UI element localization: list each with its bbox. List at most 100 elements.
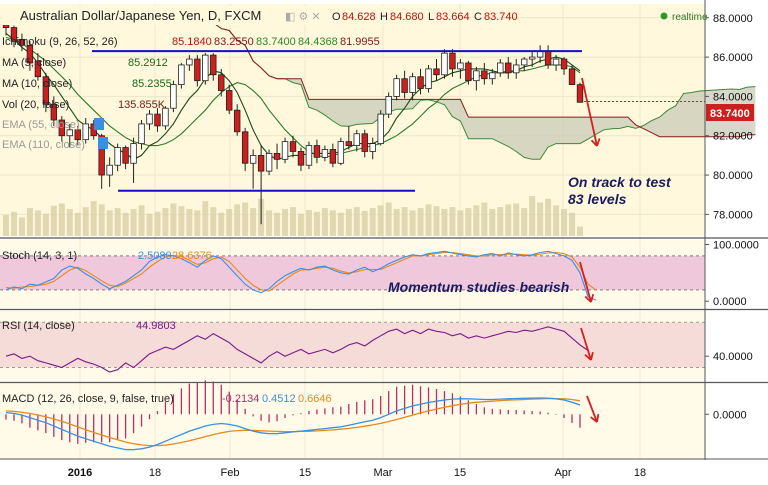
candle-up <box>457 62 464 70</box>
candle-down <box>313 145 321 158</box>
volume-bar <box>425 204 432 236</box>
stoch-d-value: 28.6376 <box>172 250 212 262</box>
candle-up <box>130 143 137 164</box>
candle-down <box>297 151 305 166</box>
volume-bar <box>417 208 424 236</box>
rsi-band <box>0 322 705 368</box>
rsi-legend[interactable]: RSI (14, close) <box>2 320 75 332</box>
volume-bar <box>234 204 241 236</box>
candle-up <box>337 141 345 164</box>
candle-down <box>226 90 233 111</box>
ohlc-close: 83.740 <box>484 11 518 23</box>
candle-down <box>58 119 66 137</box>
ma5-value: 85.2912 <box>128 57 168 69</box>
vol-legend[interactable]: Vol (20, false) <box>2 99 69 111</box>
candle-down <box>544 50 552 66</box>
volume-bars <box>3 196 583 236</box>
volume-bar <box>345 209 352 236</box>
volume-bar <box>50 205 57 236</box>
ema55-legend[interactable]: EMA (55, close) <box>2 119 80 131</box>
ohlc-open: 84.628 <box>342 11 376 23</box>
rsi-arrow <box>580 327 592 361</box>
macd-line-value: 0.4512 <box>262 393 296 405</box>
stoch-tick-label: 100.0000 <box>713 240 759 252</box>
candle-down <box>449 52 456 70</box>
ohlc-h-prefix: H <box>380 11 388 23</box>
volume-bar <box>465 208 472 236</box>
price-arrow <box>581 77 598 147</box>
price-tick-label: 82.0000 <box>713 131 753 143</box>
candle-down <box>417 76 424 89</box>
volume-bar <box>98 204 105 236</box>
volume-bar <box>569 212 576 236</box>
volume-bar <box>505 204 512 236</box>
volume-bar <box>433 206 440 236</box>
volume-bar <box>457 210 464 236</box>
volume-bar <box>242 202 249 236</box>
candle-up <box>520 58 528 66</box>
ema110-legend[interactable]: EMA (110, close) <box>2 139 85 151</box>
volume-bar <box>545 198 552 236</box>
momentum-annotation: Momentum studies bearish <box>388 279 569 295</box>
volume-bar <box>353 207 360 236</box>
bearish-arrows <box>579 77 601 423</box>
volume-bar <box>449 207 456 236</box>
candle-down <box>50 103 58 121</box>
candle-down <box>433 68 440 76</box>
volume-bar <box>82 207 89 236</box>
collapse-legend-icon[interactable] <box>94 118 104 130</box>
volume-bar <box>369 208 376 236</box>
price-tag <box>706 104 754 121</box>
expand-legend-icon[interactable] <box>98 137 108 149</box>
volume-bar <box>561 209 568 236</box>
candle-down <box>34 60 42 78</box>
volume-bar <box>290 207 296 236</box>
price-tick-label: 78.0000 <box>713 209 753 221</box>
candle-down <box>18 38 26 46</box>
volume-bar <box>377 205 384 236</box>
volume-bar <box>489 209 496 236</box>
volume-bar <box>409 210 416 236</box>
ichimoku-legend[interactable]: Ichimoku (9, 26, 52, 26) <box>2 36 118 48</box>
volume-bar <box>537 202 544 236</box>
candle-up <box>186 58 193 66</box>
stoch-arrow <box>579 261 592 303</box>
volume-bar <box>529 196 536 236</box>
candle-up <box>106 164 113 176</box>
volume-bar <box>170 203 177 236</box>
stoch-arrow-head <box>584 294 595 303</box>
macd-legend[interactable]: MACD (12, 26, close, 9, false, true) <box>2 393 174 405</box>
candle-up <box>385 96 392 115</box>
volume-bar <box>178 206 185 236</box>
time-tick-label: 18 <box>149 467 161 479</box>
candle-up <box>265 153 273 172</box>
ma5-legend[interactable]: MA (5, close) <box>2 57 66 69</box>
volume-bar <box>226 209 233 236</box>
price-tick-label: 86.0000 <box>713 52 753 64</box>
candle-up <box>146 113 153 125</box>
ma10-legend[interactable]: MA (10, close) <box>2 78 72 90</box>
candle-up <box>409 76 416 93</box>
volume-bar <box>34 210 41 236</box>
volume-bar <box>401 207 408 236</box>
volume-bar <box>186 209 193 236</box>
candle-down <box>42 76 50 105</box>
cloud-fill <box>6 22 756 160</box>
candle-down <box>273 153 281 160</box>
volume-bar <box>521 208 528 236</box>
volume-bar <box>194 210 201 236</box>
macd-hist-value: -0.2134 <box>222 393 259 405</box>
candle-down <box>233 109 241 133</box>
stoch-k-line <box>5 250 597 301</box>
candle-up <box>425 68 432 89</box>
rsi-value: 44.9803 <box>136 320 176 332</box>
candle-down <box>560 58 568 70</box>
candle-up <box>249 154 257 164</box>
time-tick-label: Feb <box>221 467 240 479</box>
candle-down <box>98 135 105 176</box>
volume-bar <box>321 208 328 236</box>
candle-down <box>505 62 512 74</box>
symbol-options-icon[interactable]: ◧ ⚙ ✕ <box>285 11 321 23</box>
ichimoku-value-2: 83.2550 <box>214 36 254 48</box>
stoch-legend[interactable]: Stoch (14, 3, 1) <box>2 250 77 262</box>
